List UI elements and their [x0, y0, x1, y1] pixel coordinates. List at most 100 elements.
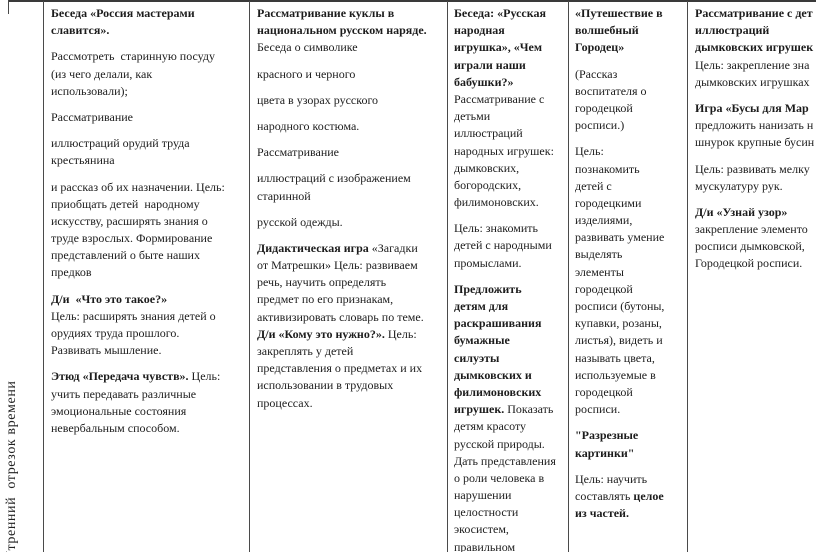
text-line: из частей.: [575, 505, 684, 522]
text-run: картинки": [575, 445, 635, 460]
text-line: Беседа о символике: [257, 39, 443, 56]
text-run: силуэты: [454, 350, 500, 365]
text-run: русской природы.: [454, 436, 545, 451]
text-line: дымковских и: [454, 367, 565, 384]
text-line: искусству, расширять знания о: [51, 213, 243, 230]
table-cell-rassmatrivanie-kukly: Рассматривание куклы в национальном русск…: [251, 2, 443, 552]
text-line: крестьянина: [51, 152, 243, 169]
text-line: народного костюма.: [257, 118, 443, 135]
text-line: дымковских,: [454, 160, 565, 177]
text-line: Рассматривание: [257, 144, 443, 161]
text-line: промыслами.: [454, 255, 565, 272]
text-run: росписи дымковской,: [695, 239, 805, 254]
text-run: Рассматривание с: [454, 91, 545, 106]
text-line: русской одежды.: [257, 214, 443, 231]
text-run: дымковских,: [454, 160, 520, 175]
text-run: орудиях труда прошлого.: [51, 326, 180, 340]
text-run: Предложить: [454, 281, 522, 296]
text-line: детям для: [454, 298, 565, 315]
text-line: мускулатуру рук.: [695, 178, 816, 195]
text-line: Цель: развивать мелку: [695, 161, 816, 178]
text-line: представления о предметах и их: [257, 360, 443, 377]
table-left-border-stub: [8, 0, 10, 14]
paragraph: цвета в узорах русского: [257, 92, 443, 109]
text-line: русской природы.: [454, 436, 565, 453]
text-line: используемые в: [575, 367, 684, 384]
text-line: Игра «Бусы для Мар: [695, 100, 816, 117]
paragraph: "Разрезные картинки": [575, 427, 684, 461]
paragraph: Игра «Бусы для Мар предложить нанизать н ш…: [695, 100, 816, 152]
text-line: приобщать детей народному: [51, 196, 243, 213]
text-line: росписи (бутоны,: [575, 298, 684, 315]
paragraph: Цель: развивать мелку мускулатуру рук.: [695, 161, 816, 195]
paragraph: Рассматривание: [51, 109, 243, 126]
text-line: Городецкой росписи.: [695, 255, 816, 272]
paragraph: народного костюма.: [257, 118, 443, 135]
text-run: элементы: [575, 264, 624, 279]
text-run: цвета в узорах русского: [257, 92, 379, 107]
text-run: Д/и «Кому это нужно?».: [257, 326, 385, 341]
text-run: детям красоту: [454, 419, 527, 434]
text-line: Беседа «Россия мастерами: [51, 5, 243, 22]
text-run: Цель: расширять знания детей о: [51, 308, 216, 323]
text-line: городецкой: [575, 100, 684, 117]
text-line: игрушка», «Чем: [454, 39, 565, 56]
text-run: городецкими: [575, 195, 642, 210]
text-line: развивать умение: [575, 229, 684, 246]
text-run: народная: [454, 23, 505, 38]
text-line: элементы: [575, 264, 684, 281]
paragraph: иллюстраций орудий труда крестьянина: [51, 135, 243, 169]
text-run: Цель: развивать мелку: [695, 161, 810, 176]
table-border-5: [687, 1, 689, 552]
text-line: процессах.: [257, 395, 443, 412]
text-line: росписи.): [575, 117, 684, 134]
text-run: искусству, расширять знания о: [51, 213, 208, 228]
paragraph: Беседа «Россия мастерами славится».: [51, 5, 243, 39]
text-line: шнурок крупные бусин: [695, 134, 816, 151]
paragraph: красного и черного: [257, 66, 443, 83]
text-line: раскрашивания: [454, 315, 565, 332]
text-run: Рассмотреть старинную посуду: [51, 49, 216, 64]
text-run: Цель:: [575, 144, 604, 159]
text-run: изделиями,: [575, 213, 633, 228]
text-line: иллюстраций: [454, 125, 565, 142]
text-line: детям красоту: [454, 418, 565, 435]
text-line: и рассказ об их назначении. Цель:: [51, 179, 243, 196]
text-run: из частей.: [575, 506, 629, 521]
text-line: экосистем,: [454, 521, 565, 538]
text-run: от Матрешки» Цель: развиваем: [257, 258, 418, 273]
paragraph: Цель: научить составлять целое из частей.: [575, 471, 684, 523]
text-run: городецкой: [575, 384, 633, 399]
text-line: Д/и «Кому это нужно?». Цель:: [257, 326, 443, 343]
paragraph: Предложить детям для раскрашивания бумажные…: [454, 281, 565, 552]
text-run: предложить нанизать н: [695, 118, 814, 133]
text-line: бумажные: [454, 332, 565, 349]
text-run: речь, научить определять: [257, 275, 387, 290]
paragraph: Этюд «Передача чувств». Цель: учить перед…: [51, 368, 243, 437]
text-line: закреплять у детей: [257, 343, 443, 360]
text-run: использовали);: [51, 83, 128, 98]
text-run: «Путешествие в: [575, 6, 663, 20]
text-run: эмоциональные состояния: [51, 403, 187, 418]
text-run: Цель: знакомить: [454, 221, 538, 236]
text-line: Д/и «Что это такое?»: [51, 291, 243, 308]
text-line: Цель: расширять знания детей о: [51, 308, 243, 325]
text-run: играли наши: [454, 57, 526, 72]
text-run: Рассматривание: [257, 145, 339, 160]
text-run: представлений о быте наших: [51, 248, 200, 263]
text-run: Цель: закрепление зна: [695, 57, 810, 72]
text-run: Цель: научить: [575, 471, 648, 486]
text-run: бумажные: [454, 333, 510, 348]
text-line: закрепление элементо: [695, 221, 816, 238]
text-run: Городец»: [575, 40, 625, 55]
text-run: крестьянина: [51, 153, 115, 168]
paragraph: «Путешествие в волшебный Городец»: [575, 5, 684, 57]
text-line: городецкими: [575, 195, 684, 212]
text-line: городецкой: [575, 281, 684, 298]
text-line: о роли человека в: [454, 470, 565, 487]
text-run: иллюстраций орудий труда: [51, 136, 190, 151]
text-run: "Разрезные: [575, 428, 639, 443]
text-line: предмет по его признакам,: [257, 291, 443, 308]
text-line: речь, научить определять: [257, 274, 443, 291]
text-line: детей с народными: [454, 237, 565, 254]
